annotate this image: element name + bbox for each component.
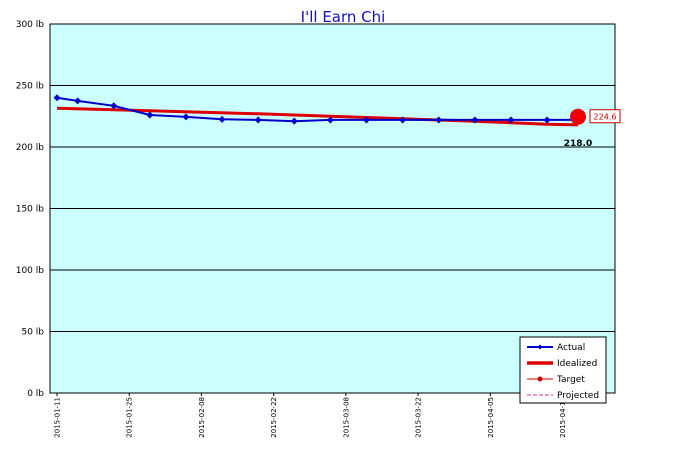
x-tick-label: 2015-01-25: [126, 397, 134, 438]
y-axis-ticks: 0 lb 50 lb 100 lb 150 lb 200 lb 250 lb 300 lb: [16, 20, 45, 399]
y-tick-label: 50 lb: [21, 328, 44, 338]
actual-point: [110, 102, 118, 110]
legend-label-actual: Actual: [557, 343, 585, 353]
actual-point: [326, 116, 334, 124]
actual-point: [363, 116, 371, 124]
legend-label-projected: Projected: [557, 391, 599, 401]
actual-point: [399, 116, 407, 124]
actual-point: [218, 115, 226, 123]
legend-label-target: Target: [556, 375, 585, 385]
y-tick-label: 300 lb: [16, 20, 45, 30]
series-layer: [53, 94, 582, 127]
actual-point: [74, 97, 82, 105]
x-axis-ticks: 2015-01-11 2015-01-25 2015-02-08 2015-02-22…: [54, 393, 567, 438]
y-tick-label: 150 lb: [16, 205, 45, 215]
x-tick-label: 2015-02-22: [270, 397, 278, 438]
legend-marker-target: [537, 376, 543, 382]
x-tick-label: 2015-02-08: [198, 397, 206, 438]
actual-point: [53, 94, 61, 102]
target-weight-label: 218.0: [564, 139, 592, 149]
legend-label-idealized: Idealized: [557, 359, 597, 369]
y-tick-label: 200 lb: [16, 143, 45, 153]
legend: Actual Idealized Target Projected: [519, 336, 607, 404]
actual-point: [435, 116, 443, 124]
y-tick-label: 0 lb: [27, 389, 44, 399]
grid-lines: [50, 85, 615, 332]
y-tick-label: 250 lb: [16, 82, 45, 92]
x-tick-label: 2015-03-22: [415, 397, 423, 438]
series-line-actual: [56, 96, 578, 123]
actual-point: [182, 113, 190, 121]
legend-marker-actual: [537, 344, 543, 350]
actual-point: [254, 116, 262, 124]
actual-point: [507, 116, 515, 124]
x-tick-label: 2015-03-08: [342, 397, 350, 438]
actual-point: [290, 117, 298, 125]
chart-title: I'll Earn Chi: [301, 8, 386, 26]
current-weight-label: 224.6: [594, 113, 617, 122]
x-tick-label: 2015-04-19: [559, 397, 567, 438]
current-weight-label-box: [589, 109, 621, 124]
y-tick-label: 100 lb: [16, 266, 45, 276]
actual-point: [146, 111, 154, 119]
x-tick-label: 2015-04-05: [487, 397, 495, 438]
annotations: 224.6 218.0: [564, 108, 621, 149]
current-weight-marker: [570, 108, 586, 125]
actual-point: [471, 116, 479, 124]
x-tick-label: 2015-01-11: [54, 397, 62, 438]
actual-point: [543, 116, 551, 124]
